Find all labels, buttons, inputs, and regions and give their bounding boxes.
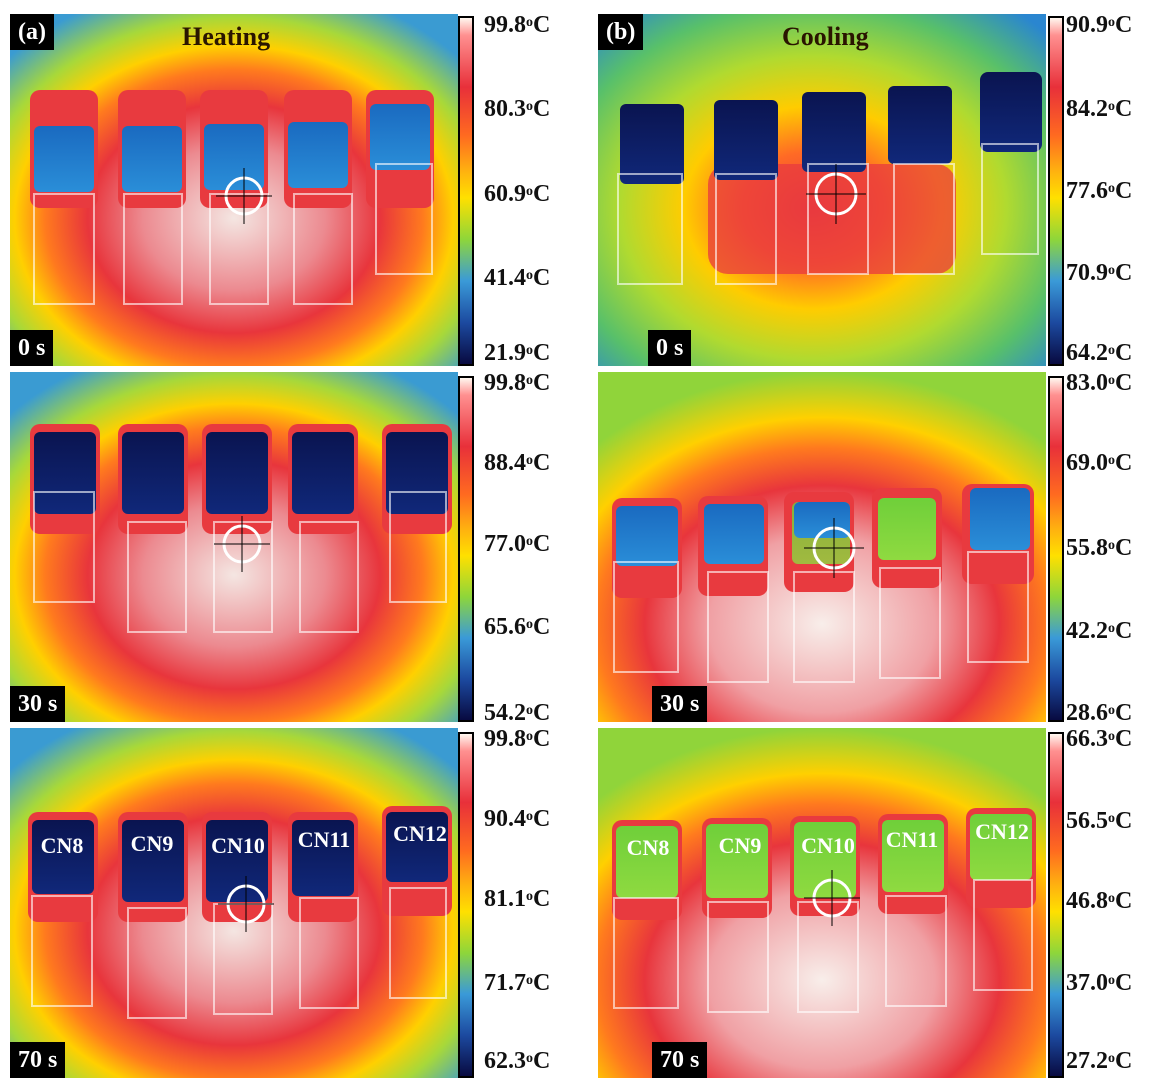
- color-scale-bar: [1048, 16, 1064, 366]
- color-scale-bar: [1048, 732, 1064, 1078]
- thermal-image-heating-30s: 30 s: [10, 372, 458, 722]
- time-label: 0 s: [10, 330, 54, 366]
- channel-label-cn8: CN8: [626, 835, 670, 860]
- color-scale-bar: [458, 16, 474, 366]
- color-scale-bar: [1048, 376, 1064, 722]
- thermal-image-cooling-70s: CN8 CN9 CN10 CN11 CN12 70 s: [598, 728, 1046, 1078]
- channel-label-cn9: CN9: [718, 833, 762, 858]
- channel-label-cn10: CN10: [801, 833, 855, 858]
- channel-label-cn10: CN10: [211, 833, 265, 858]
- thermal-image-heating-0s: (a) Heating 0 s: [10, 14, 458, 366]
- panel-label-b: (b): [598, 14, 644, 50]
- time-label: 70 s: [10, 1042, 66, 1078]
- channel-label-cn9: CN9: [130, 831, 174, 856]
- channel-label-cn12: CN12: [393, 821, 447, 846]
- channel-label-cn11: CN11: [297, 827, 351, 852]
- color-scale-bar: [458, 732, 474, 1078]
- channel-label-cn11: CN11: [885, 827, 939, 852]
- channel-label-cn8: CN8: [40, 833, 84, 858]
- color-scale-bar: [458, 376, 474, 722]
- thermal-image-cooling-30s: 30 s: [598, 372, 1046, 722]
- time-label: 30 s: [652, 686, 708, 722]
- channel-label-cn12: CN12: [975, 819, 1029, 844]
- crosshair-icon: [216, 168, 272, 224]
- panel-title-cooling: Cooling: [782, 22, 869, 51]
- time-label: 30 s: [10, 686, 66, 722]
- time-label: 70 s: [652, 1042, 708, 1078]
- panel-title-heating: Heating: [182, 22, 271, 51]
- panel-label-a: (a): [10, 14, 54, 50]
- thermal-image-cooling-0s: (b) Cooling 0 s: [598, 14, 1046, 366]
- thermal-image-heating-70s: CN8 CN9 CN10 CN11 CN12 70 s: [10, 728, 458, 1078]
- time-label: 0 s: [648, 330, 692, 366]
